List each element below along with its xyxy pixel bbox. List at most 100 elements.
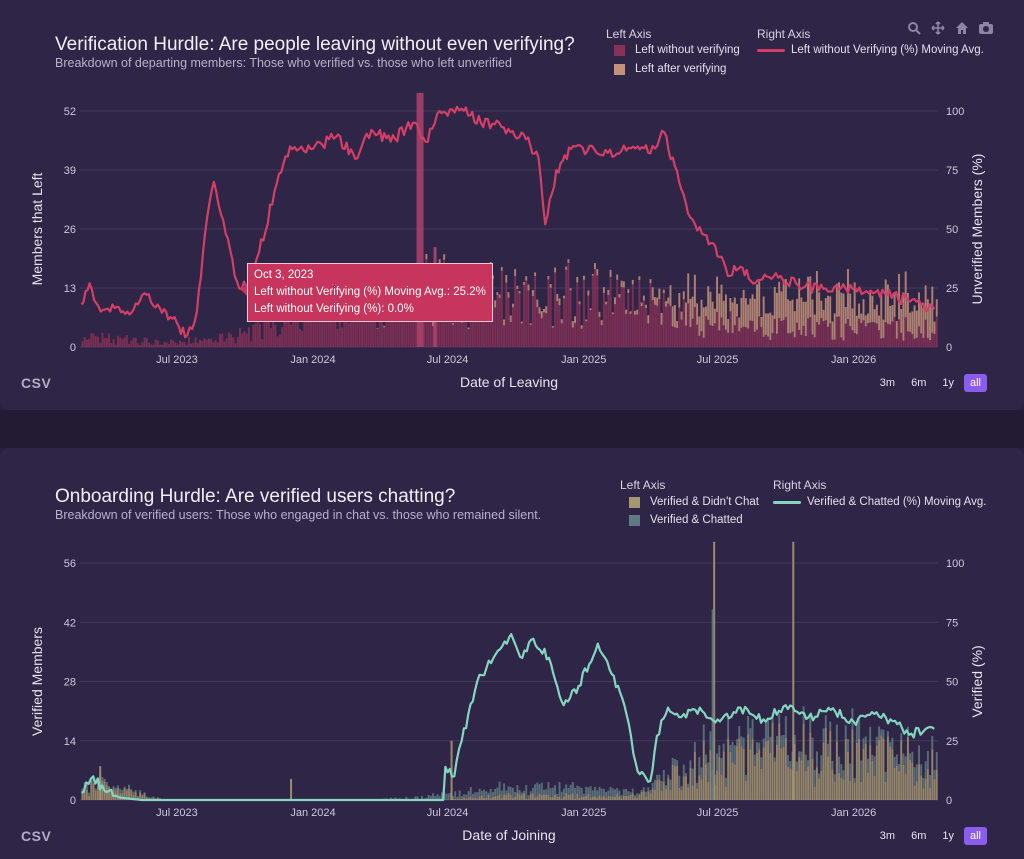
bar-left-without-verifying bbox=[833, 339, 836, 347]
legend-item-verified-didnt-chat[interactable]: Verified & Didn't Chat bbox=[629, 496, 759, 508]
bar-left-after-verifying bbox=[784, 279, 787, 317]
csv-download-button[interactable]: CSV bbox=[21, 828, 52, 844]
bar-verified-didn-t-chat bbox=[97, 785, 99, 800]
bar-verified-chatted bbox=[855, 723, 858, 743]
bar-verified-chatted bbox=[139, 790, 142, 793]
bar-verified-didn-t-chat bbox=[487, 795, 490, 800]
bar-verified-chatted bbox=[547, 782, 550, 795]
bar-verified-didn-t-chat bbox=[667, 778, 670, 800]
bar-verified-didn-t-chat bbox=[649, 793, 652, 800]
bar-verified-chatted bbox=[875, 736, 878, 746]
bar-spike bbox=[792, 541, 795, 800]
bar-left-without-verifying bbox=[798, 329, 801, 347]
home-icon[interactable] bbox=[954, 20, 970, 36]
bar-left-without-verifying bbox=[696, 324, 699, 347]
bar-left-after-verifying bbox=[711, 301, 714, 327]
y-tick-label: 0 bbox=[70, 342, 76, 354]
tooltip-date: Oct 3, 2023 bbox=[254, 269, 314, 281]
verification-chart[interactable]: 0 13 26 39 52 0 25 50 75 100 Jul 2023 Jan 2024 Jul 2… bbox=[0, 0, 1024, 410]
range-button-6m[interactable]: 6m bbox=[911, 377, 927, 389]
bar-verified-didn-t-chat bbox=[751, 739, 754, 800]
legend-item-moving-average[interactable]: Left without Verifying (%) Moving Avg. bbox=[757, 44, 984, 56]
bar-verified-chatted bbox=[498, 781, 501, 795]
bar-left-without-verifying bbox=[196, 343, 199, 347]
bar-left-without-verifying bbox=[139, 344, 142, 347]
bar-left-without-verifying bbox=[840, 337, 843, 347]
camera-icon[interactable] bbox=[978, 20, 994, 36]
bar-left-without-verifying bbox=[747, 328, 750, 347]
bar-left-without-verifying bbox=[651, 300, 654, 347]
tooltip-arrow bbox=[241, 284, 247, 296]
range-button-1y[interactable]: 1y bbox=[942, 830, 954, 842]
bar-left-after-verifying bbox=[498, 294, 501, 298]
bar-verified-didn-t-chat bbox=[514, 796, 517, 800]
bar-verified-chatted bbox=[884, 771, 887, 783]
bar-verified-chatted bbox=[123, 786, 126, 788]
bar-verified-chatted bbox=[487, 792, 490, 796]
bar-left-without-verifying bbox=[809, 317, 812, 347]
bar-left-without-verifying bbox=[472, 299, 474, 347]
bar-verified-didn-t-chat bbox=[509, 794, 512, 800]
bar-verified-didn-t-chat bbox=[536, 796, 539, 800]
bar-left-without-verifying bbox=[585, 321, 588, 347]
bar-verified-chatted bbox=[540, 782, 543, 795]
bar-left-without-verifying bbox=[114, 344, 117, 347]
bar-verified-chatted bbox=[405, 796, 408, 800]
bar-verified-chatted bbox=[549, 788, 552, 797]
bar-left-after-verifying bbox=[853, 282, 856, 333]
bar-verified-chatted bbox=[485, 791, 488, 798]
bar-verified-chatted bbox=[456, 796, 459, 799]
bar-left-after-verifying bbox=[649, 279, 652, 284]
bar-left-after-verifying bbox=[731, 302, 734, 333]
bar-left-after-verifying bbox=[618, 294, 621, 298]
legend-item-left-after-verifying[interactable]: Left after verifying bbox=[614, 63, 726, 75]
bar-left-after-verifying bbox=[756, 284, 758, 330]
range-button-1y[interactable]: 1y bbox=[942, 377, 954, 389]
bar-left-without-verifying bbox=[83, 336, 86, 347]
bar-left-after-verifying bbox=[793, 311, 796, 338]
bar-left-after-verifying bbox=[740, 297, 743, 328]
bar-left-after-verifying bbox=[640, 302, 643, 307]
range-button-all[interactable]: all bbox=[963, 827, 987, 845]
bar-spike bbox=[713, 541, 716, 800]
pan-icon[interactable] bbox=[930, 20, 946, 36]
bar-verified-chatted bbox=[636, 793, 639, 798]
bar-left-without-verifying bbox=[423, 318, 426, 347]
bar-left-without-verifying bbox=[875, 323, 878, 347]
legend-item-verified-chatted[interactable]: Verified & Chatted bbox=[629, 514, 743, 526]
legend-right-axis-heading: Right Axis bbox=[757, 27, 811, 41]
bar-left-without-verifying bbox=[815, 322, 818, 347]
bar-verified-didn-t-chat bbox=[576, 793, 579, 800]
bar-verified-didn-t-chat bbox=[891, 749, 894, 800]
bar-left-without-verifying bbox=[192, 342, 195, 347]
range-button-all[interactable]: all bbox=[963, 374, 987, 392]
range-button-6m[interactable]: 6m bbox=[911, 830, 927, 842]
bar-left-after-verifying bbox=[722, 300, 725, 326]
bar-left-without-verifying bbox=[886, 323, 889, 347]
csv-download-button[interactable]: CSV bbox=[21, 375, 52, 391]
range-button-3m[interactable]: 3m bbox=[879, 830, 896, 842]
bar-verified-chatted bbox=[503, 783, 506, 795]
onboarding-chart[interactable]: 0 14 28 42 56 0 25 50 75 100 Jul 2023 Jan 2024 Jul 2… bbox=[0, 448, 1024, 859]
bar-left-after-verifying bbox=[665, 301, 667, 307]
bar-left-after-verifying bbox=[589, 308, 592, 311]
bar-left-without-verifying bbox=[889, 324, 892, 347]
bar-left-after-verifying bbox=[540, 311, 543, 319]
bar-left-after-verifying bbox=[676, 320, 679, 329]
bar-verified-didn-t-chat bbox=[658, 779, 661, 800]
bar-verified-didn-t-chat bbox=[656, 780, 659, 800]
bar-verified-didn-t-chat bbox=[463, 797, 466, 800]
legend-item-chatted-moving-average[interactable]: Verified & Chatted (%) Moving Avg. bbox=[773, 496, 986, 508]
bar-left-after-verifying bbox=[556, 293, 559, 302]
y2-tick-label: 0 bbox=[946, 795, 952, 807]
bar-left-without-verifying bbox=[121, 338, 124, 347]
legend-item-left-without-verifying[interactable]: Left without verifying bbox=[614, 44, 740, 56]
zoom-icon[interactable] bbox=[906, 20, 922, 36]
range-button-3m[interactable]: 3m bbox=[879, 377, 896, 389]
bar-left-without-verifying bbox=[105, 337, 108, 347]
bar-left-after-verifying bbox=[443, 254, 446, 260]
bar-left-without-verifying bbox=[108, 333, 111, 347]
bar-verified-didn-t-chat bbox=[445, 799, 448, 800]
bar-left-without-verifying bbox=[440, 310, 443, 347]
bar-verified-chatted bbox=[756, 742, 758, 753]
